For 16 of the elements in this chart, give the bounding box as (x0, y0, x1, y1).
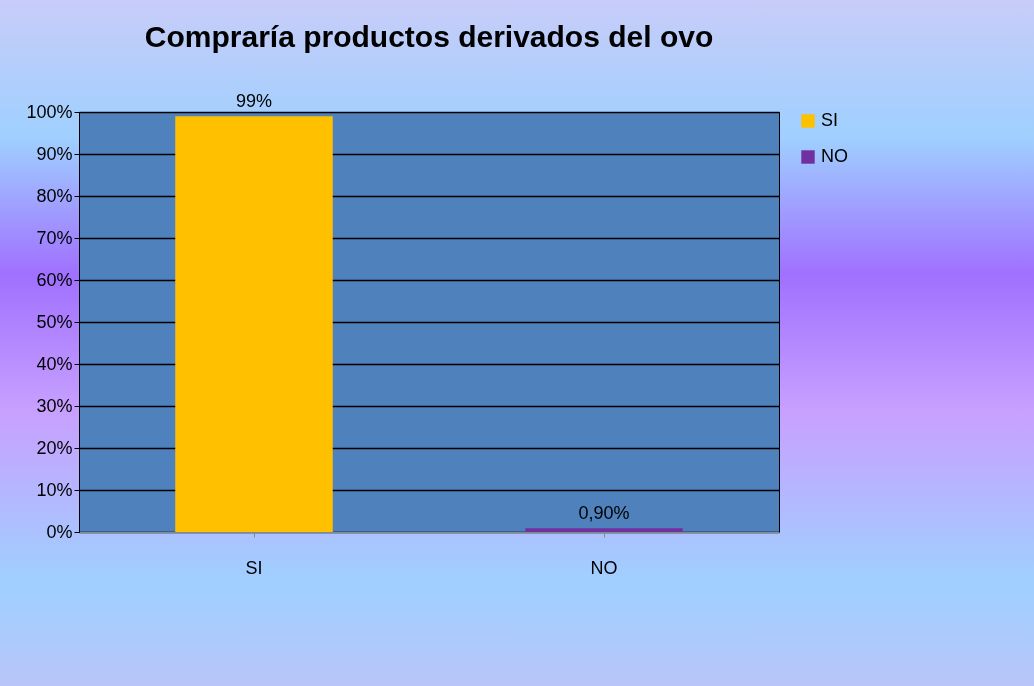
legend-label: SI (821, 110, 839, 130)
y-tick-label: 30% (36, 395, 73, 416)
y-tick-label: 40% (36, 353, 73, 374)
y-tick-label: 90% (36, 143, 73, 164)
y-tick-label: 60% (36, 269, 73, 290)
y-tick-label: 100% (26, 101, 73, 122)
y-tick-label: 50% (36, 311, 73, 332)
data-label: 0,90% (578, 503, 630, 524)
y-tick-label: 20% (36, 437, 73, 458)
y-tick-label: 80% (36, 185, 73, 206)
y-tick-label: 0% (46, 521, 73, 542)
data-label: 99% (235, 91, 273, 112)
legend-label: NO (821, 146, 848, 166)
y-tick-label: 10% (36, 479, 73, 500)
y-tick-label: 70% (36, 227, 73, 248)
chart-title: Compraría productos derivados del ovo (144, 20, 714, 54)
